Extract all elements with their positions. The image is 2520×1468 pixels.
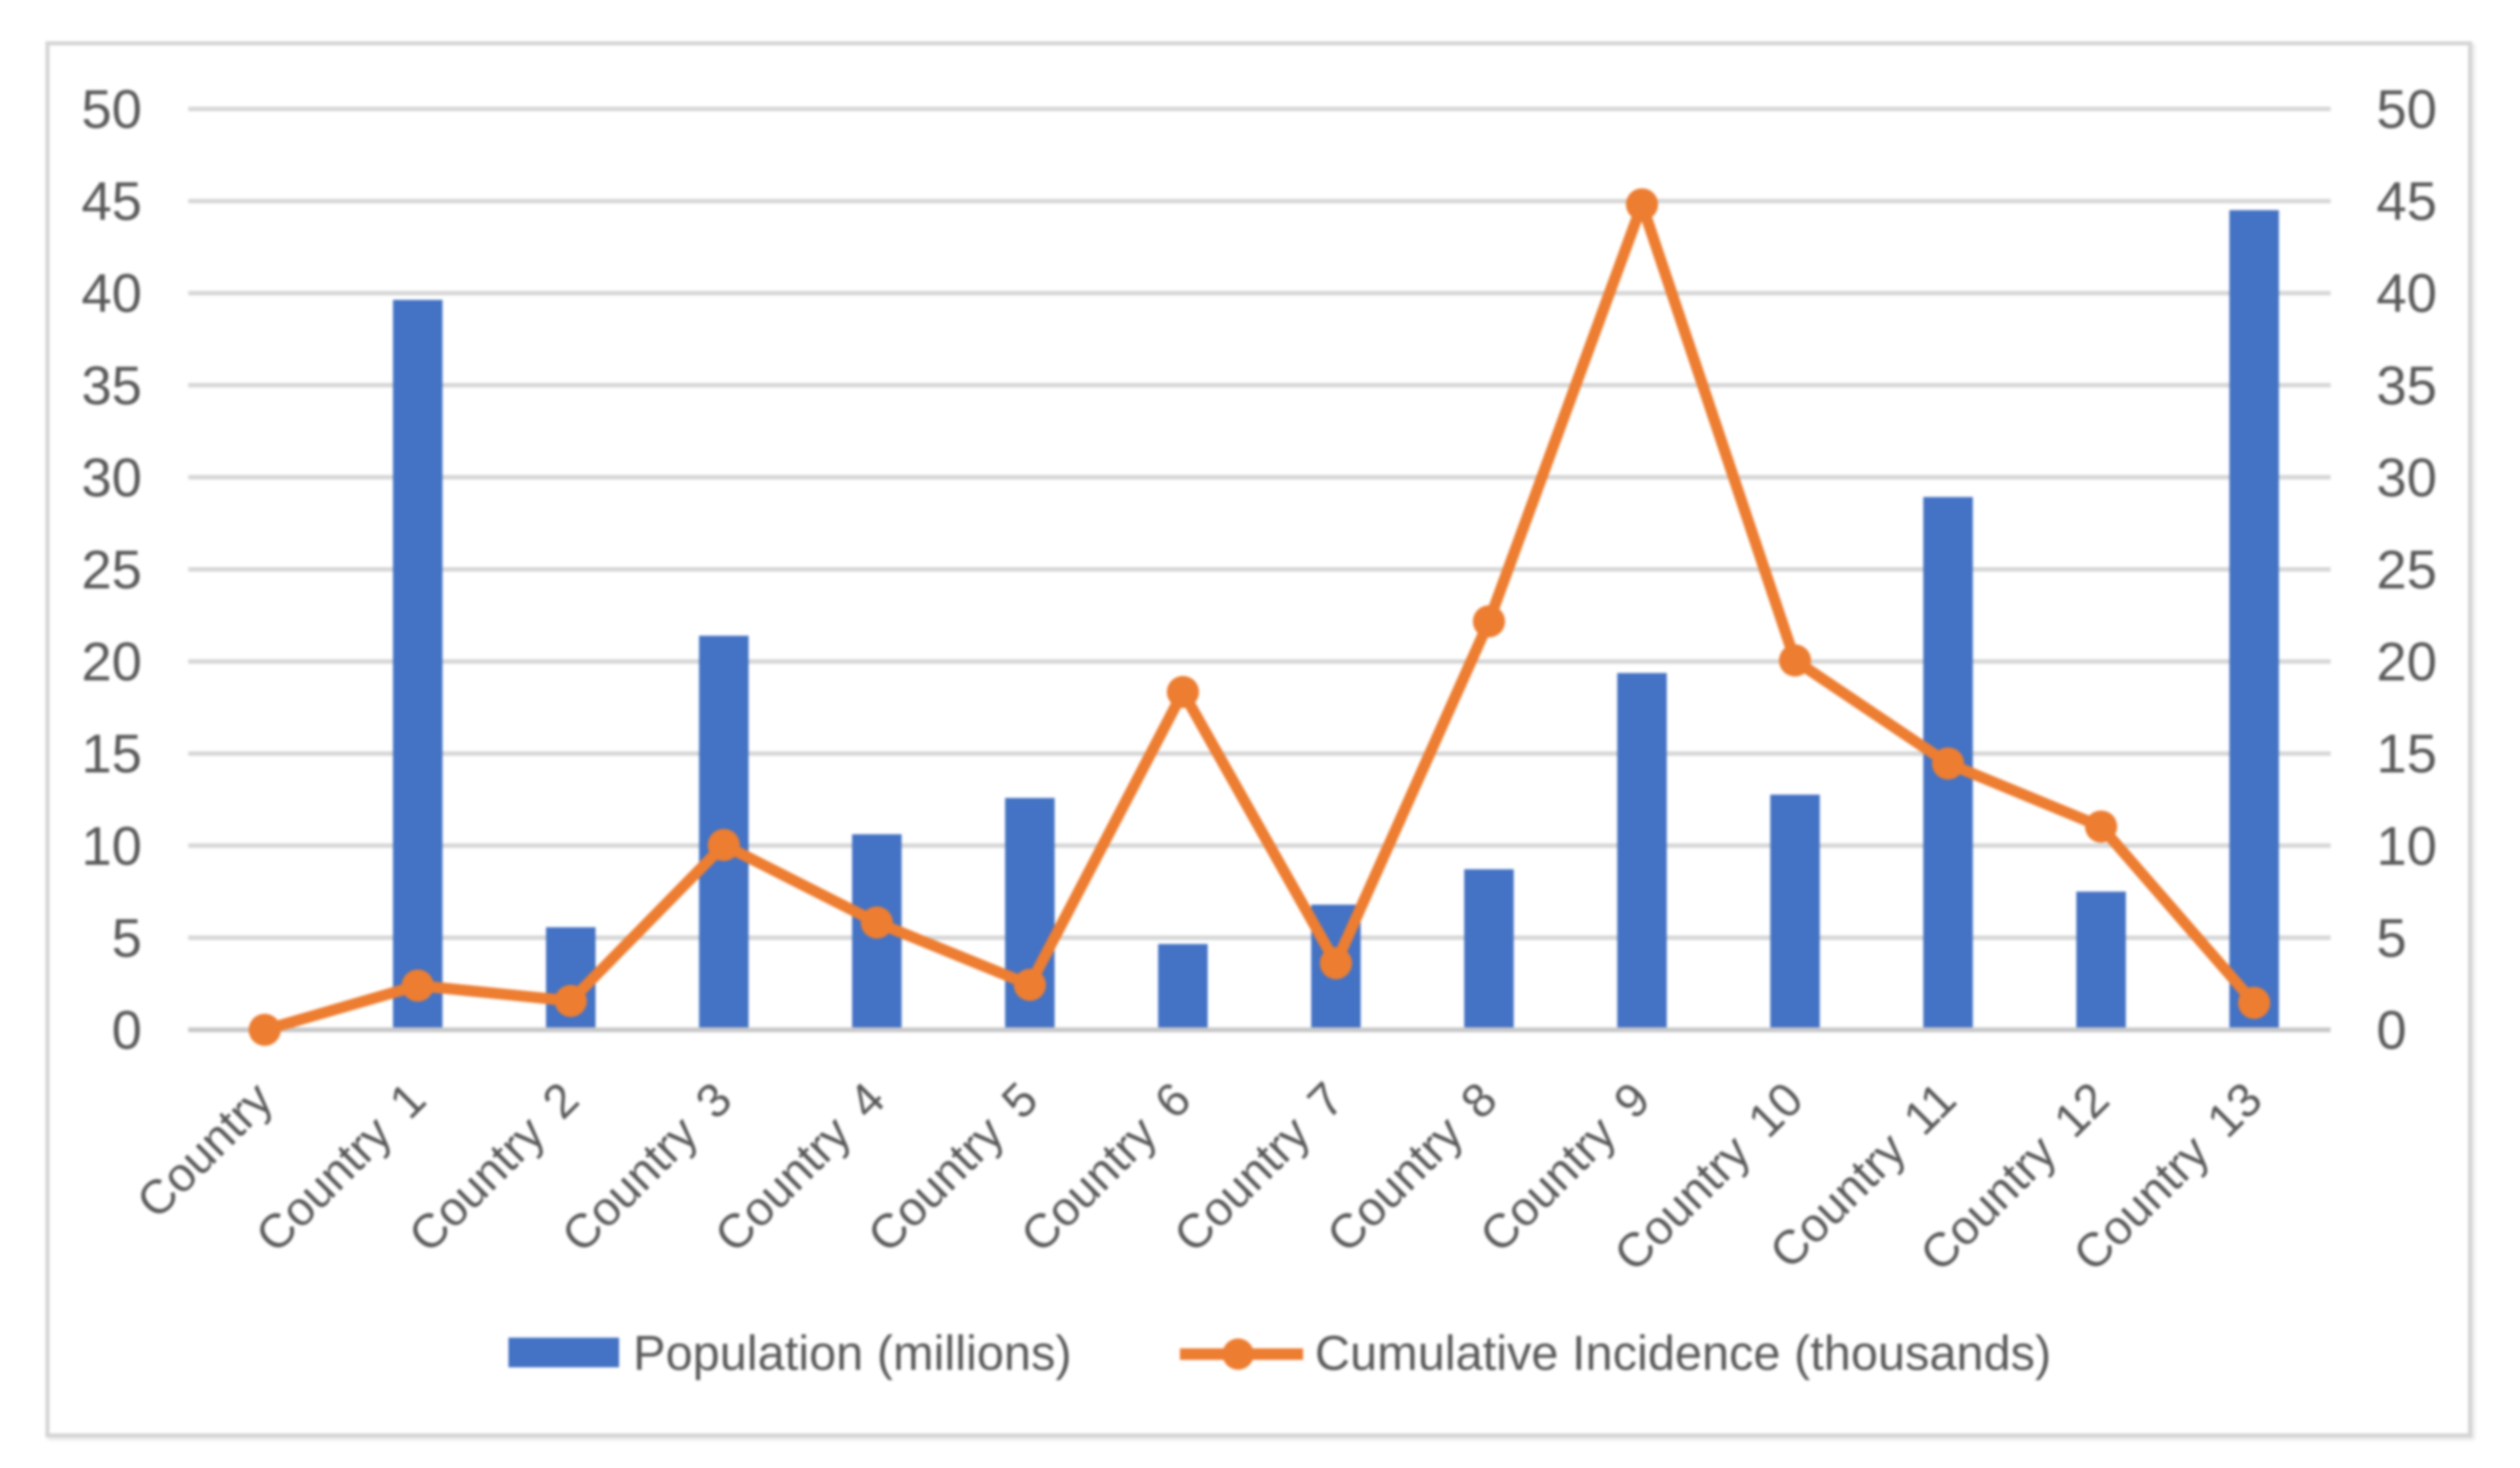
svg-text:0: 0: [111, 999, 142, 1060]
svg-text:15: 15: [82, 723, 142, 784]
svg-text:35: 35: [2376, 355, 2437, 416]
svg-text:35: 35: [82, 355, 142, 416]
svg-text:Population (millions): Population (millions): [633, 1326, 1071, 1381]
svg-text:20: 20: [2376, 631, 2437, 692]
svg-text:45: 45: [2376, 171, 2437, 232]
svg-text:10: 10: [82, 815, 142, 876]
svg-text:40: 40: [2376, 262, 2437, 323]
svg-text:20: 20: [82, 631, 142, 692]
svg-text:25: 25: [82, 539, 142, 600]
svg-text:40: 40: [82, 262, 142, 323]
svg-text:30: 30: [82, 446, 142, 507]
svg-text:45: 45: [82, 171, 142, 232]
svg-text:Cumulative Incidence (thousand: Cumulative Incidence (thousands): [1315, 1326, 2051, 1381]
svg-text:25: 25: [2376, 539, 2437, 600]
svg-text:30: 30: [2376, 446, 2437, 507]
svg-text:15: 15: [2376, 723, 2437, 784]
svg-text:5: 5: [2376, 907, 2407, 968]
svg-text:Country: Country: [126, 1072, 283, 1229]
svg-text:0: 0: [2376, 999, 2407, 1060]
svg-text:50: 50: [2376, 78, 2437, 139]
svg-text:50: 50: [82, 78, 142, 139]
svg-text:5: 5: [111, 907, 142, 968]
svg-text:10: 10: [2376, 815, 2437, 876]
